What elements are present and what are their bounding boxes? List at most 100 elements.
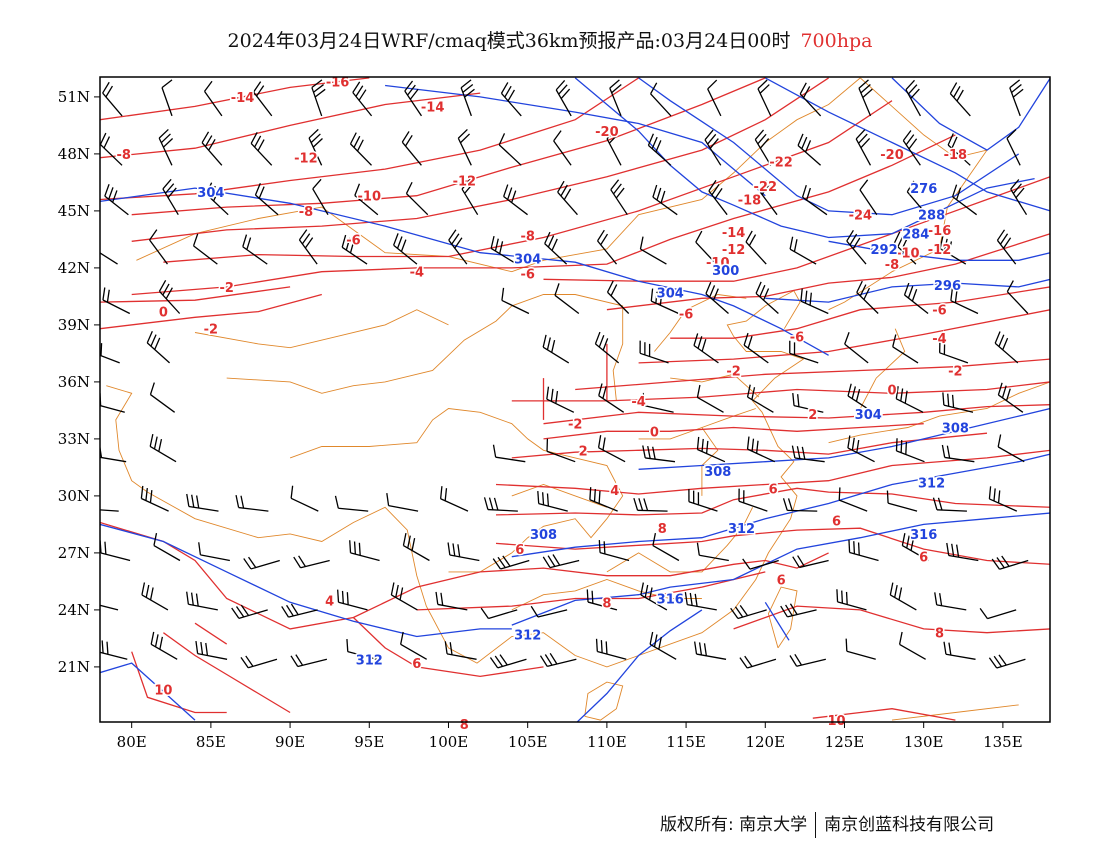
lon-tick-label: 105E <box>508 733 548 751</box>
wind-barb <box>988 654 1026 669</box>
temperature-label: -14 <box>231 91 255 106</box>
wind-barb <box>947 133 971 166</box>
wind-barb <box>100 132 123 166</box>
wind-barb <box>447 542 480 562</box>
wind-barb <box>162 178 179 216</box>
wind-barb <box>544 231 568 265</box>
wind-barb <box>696 384 724 413</box>
temperature-label: -10 <box>358 190 382 205</box>
temperature-isotherm <box>100 286 291 303</box>
wind-barb <box>386 493 419 512</box>
border-line <box>106 385 576 664</box>
wind-barb <box>393 233 418 265</box>
lat-tick-label: 42N <box>58 259 90 277</box>
temperature-label: -12 <box>453 175 477 190</box>
wind-barb <box>695 230 717 265</box>
copyright-company: 南京创蓝科技有限公司 <box>824 815 995 835</box>
temperature-label: 6 <box>515 543 524 558</box>
temperature-isotherm <box>131 651 227 714</box>
wind-barb <box>149 433 177 463</box>
wind-barb <box>205 182 229 216</box>
temperature-label: -16 <box>928 224 952 239</box>
wind-barb <box>707 79 722 117</box>
wind-barb <box>895 438 925 463</box>
copyright: 版权所有: 南京大学 南京创蓝科技有限公司 <box>660 810 994 838</box>
temperature-label: 6 <box>919 551 928 566</box>
wind-barb <box>402 533 430 562</box>
wind-barb <box>337 589 368 611</box>
wind-barb <box>334 495 369 512</box>
wind-barb <box>492 555 530 570</box>
wind-barb <box>609 79 622 117</box>
wind-barb <box>457 128 472 166</box>
wind-barb <box>104 184 129 216</box>
wind-barb <box>997 434 1025 463</box>
wind-barb <box>855 129 872 166</box>
wind-barb <box>941 444 975 463</box>
wind-barb <box>943 641 976 660</box>
wind-barb <box>895 386 924 413</box>
temperature-label: -10 <box>706 256 730 271</box>
wind-barb <box>483 497 518 512</box>
wind-barb <box>1006 129 1021 166</box>
wind-barb <box>542 554 580 569</box>
geopotential-isoline <box>638 77 1020 216</box>
wind-barb <box>102 81 123 117</box>
temperature-isotherm <box>511 432 988 459</box>
wind-barb <box>595 638 627 660</box>
border-line <box>584 681 624 721</box>
wind-barb <box>906 180 928 216</box>
temperature-label: -8 <box>520 230 534 245</box>
wind-barb <box>435 591 468 611</box>
wind-barb <box>789 236 817 265</box>
wind-barb <box>647 133 672 166</box>
temperature-label: -18 <box>944 148 968 163</box>
temperature-label: -2 <box>948 365 962 380</box>
temperature-label: -8 <box>117 148 131 163</box>
temperature-isotherm <box>480 552 829 577</box>
wind-barb <box>490 235 518 265</box>
geopotential-isoline <box>100 523 512 638</box>
temperature-label: -2 <box>204 323 218 338</box>
lon-tick-label: 135E <box>983 733 1023 751</box>
border-line <box>828 77 989 311</box>
wind-barb <box>893 231 917 265</box>
wind-barb <box>696 436 726 463</box>
temperature-label: -6 <box>790 330 804 345</box>
geopotential-isoline <box>764 601 790 641</box>
wind-barb <box>555 80 572 117</box>
wind-barb <box>554 283 580 315</box>
title-main: 2024年03月24日WRF/cmaq模式36km预报产品:03月24日00时 <box>227 30 791 52</box>
temperature-label: -2 <box>726 365 740 380</box>
border-line <box>859 328 906 409</box>
temperature-label: -16 <box>326 76 350 91</box>
lon-tick-label: 100E <box>429 733 469 751</box>
wind-barb <box>195 641 228 660</box>
wind-barb <box>498 133 522 166</box>
wind-barb <box>204 80 223 117</box>
wind-barb <box>400 631 427 660</box>
wind-barb <box>988 486 1018 512</box>
wind-barb <box>650 288 679 315</box>
lon-tick-label: 115E <box>666 733 706 751</box>
wind-barb <box>140 485 169 512</box>
wind-barb <box>201 131 223 166</box>
temperature-isotherm <box>131 77 766 216</box>
wind-barb <box>100 640 128 660</box>
geopotential-isoline <box>574 77 1035 239</box>
geopotential-label: 312 <box>918 477 945 492</box>
geopotential-label: 316 <box>657 593 684 608</box>
wind-barb <box>448 229 468 265</box>
wind-barb <box>598 383 625 413</box>
wind-barb <box>231 604 268 619</box>
wind-barb <box>281 603 318 618</box>
wind-barb <box>597 229 618 265</box>
lon-tick-label: 95E <box>354 733 384 751</box>
lon-tick-label: 90E <box>275 733 305 751</box>
temperature-isotherm <box>100 521 481 630</box>
lat-tick-label: 51N <box>58 88 90 106</box>
wind-barb <box>235 495 269 512</box>
map-frame <box>99 76 1051 723</box>
wind-barb <box>858 79 873 117</box>
